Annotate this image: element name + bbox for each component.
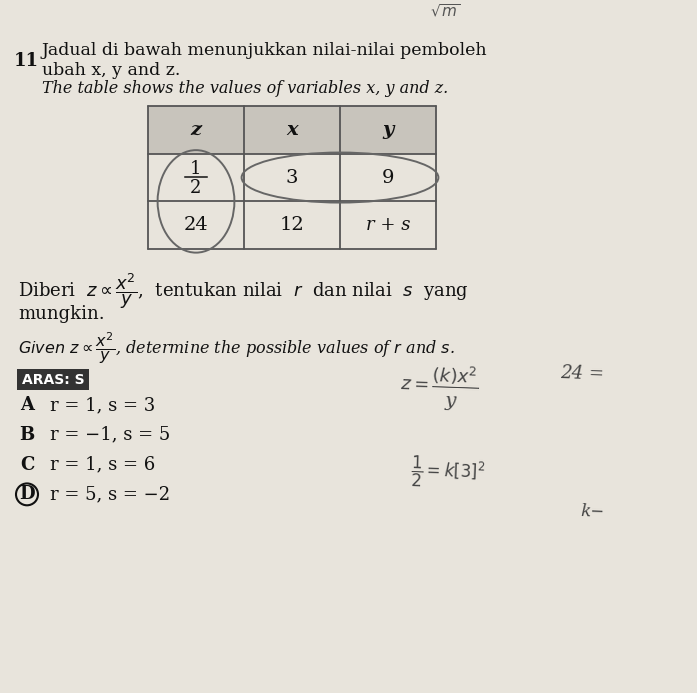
Text: The table shows the values of variables x, y and z.: The table shows the values of variables …: [42, 80, 448, 97]
Text: r = −1, s = 5: r = −1, s = 5: [50, 426, 170, 444]
Text: 12: 12: [279, 216, 305, 234]
Text: 24: 24: [183, 216, 208, 234]
Text: $z = \dfrac{(k)x^2}{\quad}$: $z = \dfrac{(k)x^2}{\quad}$: [400, 365, 479, 396]
Text: 9: 9: [382, 168, 395, 186]
Text: r + s: r + s: [366, 216, 411, 234]
Text: D: D: [20, 485, 35, 503]
Text: C: C: [20, 455, 34, 473]
Bar: [148, 106, 436, 154]
Text: y: y: [383, 121, 394, 139]
Text: $Given\ z \propto \dfrac{x^2}{y}$, determine the possible values of $r$ and $s$.: $Given\ z \propto \dfrac{x^2}{y}$, deter…: [18, 331, 454, 366]
Text: Jadual di bawah menunjukkan nilai-nilai pemboleh: Jadual di bawah menunjukkan nilai-nilai …: [42, 42, 488, 60]
Text: z: z: [190, 121, 201, 139]
Text: r = 5, s = −2: r = 5, s = −2: [50, 485, 170, 503]
Text: ubah x, y and z.: ubah x, y and z.: [42, 62, 181, 79]
Text: 2: 2: [190, 179, 201, 198]
Text: x: x: [286, 121, 298, 139]
Text: B: B: [20, 426, 35, 444]
Text: $\dfrac{1}{2} = k[3]^2$: $\dfrac{1}{2} = k[3]^2$: [410, 454, 486, 491]
Text: r = 1, s = 3: r = 1, s = 3: [50, 396, 155, 414]
Text: r = 1, s = 6: r = 1, s = 6: [50, 455, 155, 473]
Text: 11: 11: [14, 53, 39, 71]
FancyBboxPatch shape: [17, 369, 89, 390]
Text: Diberi  $z \propto \dfrac{x^2}{y}$,  tentukan nilai  $r$  dan nilai  $s$  yang: Diberi $z \propto \dfrac{x^2}{y}$, tentu…: [18, 271, 469, 310]
Text: 1: 1: [190, 159, 201, 177]
Text: mungkin.: mungkin.: [18, 305, 105, 323]
Text: 24 =: 24 =: [560, 365, 604, 384]
Text: A: A: [20, 396, 34, 414]
Text: ARAS: S: ARAS: S: [22, 373, 84, 387]
Text: k−: k−: [580, 503, 604, 521]
Text: 3: 3: [286, 168, 298, 186]
Text: y: y: [445, 392, 457, 410]
Text: $\sqrt{m}$: $\sqrt{m}$: [430, 3, 461, 19]
